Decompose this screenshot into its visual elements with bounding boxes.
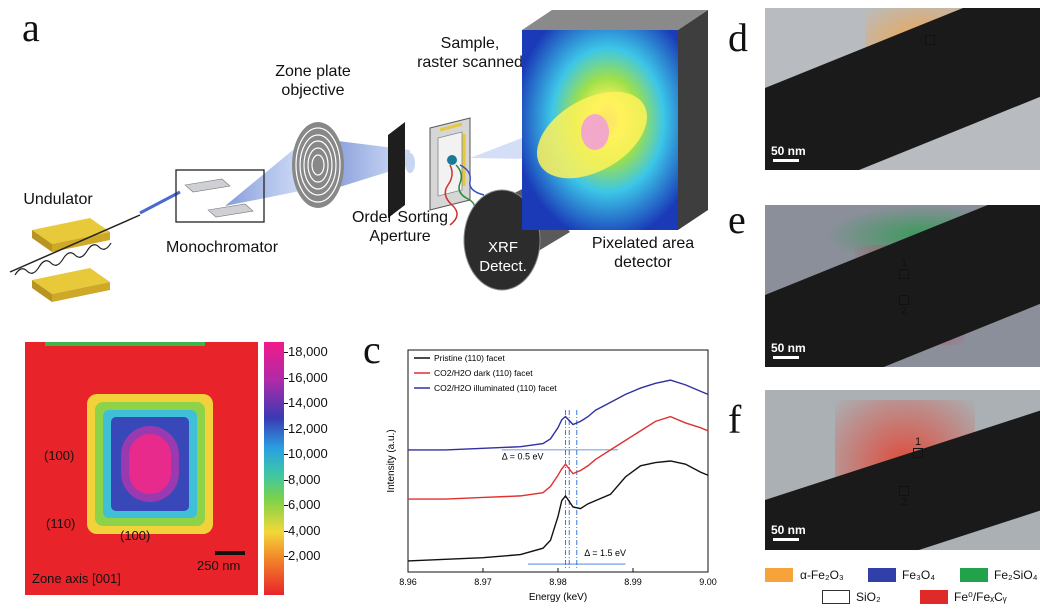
map-e-roi-box-1 [899,269,909,279]
map-e-roi-label-2: 2 [901,305,908,317]
colorbar-tick-mark [284,428,288,430]
area-detector [522,10,708,230]
x-tick-label: 8.99 [624,577,642,587]
xrf-label: XRF Detect. [468,238,538,276]
x-tick-label: 8.97 [474,577,492,587]
osa-line1: Order Sorting [351,209,449,226]
sample-label: Sample, raster scanned [405,34,535,72]
map-f-roi-box-2 [899,486,909,496]
x-tick-label: 8.96 [399,577,417,587]
colorbar-tick-mark [284,403,288,404]
annotation-delta-1-5: Δ = 1.5 eV [584,548,626,558]
map-e-roi-label-1: 1 [901,257,908,269]
b-scalebar-label: 250 nm [197,558,241,573]
panel-label-f: f [728,397,742,442]
series-line-0 [407,460,709,562]
colorbar-tick-mark [284,479,288,481]
area-detector-label: Pixelated area detector [578,234,708,272]
legend-label-0: Pristine (110) facet [434,353,505,363]
colorbar-tick-label: 8,000 [288,471,321,487]
map-f-roi-label-2: 2 [901,496,908,508]
colorbar-tick-label: 6,000 [288,497,321,512]
legend-swatch-fayalite [960,568,988,582]
map-e: 1 2 50 nm [765,205,1040,367]
map-f-scalebar-label: 50 nm [771,523,806,537]
colorbar [264,342,284,595]
colorbar-tick-label: 14,000 [288,395,328,410]
facet-label-left: (100) [44,448,75,463]
area-detector-line2: detector [614,254,672,271]
legend-swatch-iron [920,590,948,604]
facet-label-bottom-left: (110) [46,516,76,531]
annotation-delta-0-5: Δ = 0.5 eV [502,451,544,461]
xanes-chart: 8.96 8.97 8.98 8.99 9.00 Energy (keV) Intensit… [386,349,717,603]
panel-label-e: e [728,197,746,242]
map-d-roi-box [925,35,935,45]
strain-map [25,342,258,595]
legend-label-magnetite: Fe₃O₄ [902,568,936,582]
osa-line2: Aperture [369,228,431,245]
series-line-2 [408,379,709,451]
colorbar-tick-mark [284,352,288,353]
map-e-scalebar [773,356,799,359]
zone-plate-label: Zone plate objective [258,62,368,100]
legend-label-fayalite: Fe₂SiO₄ [994,568,1038,582]
facet-label-bottom: (100) [120,528,151,543]
legend-swatch-magnetite [868,568,896,582]
map-f-scalebar [773,538,799,541]
beamline-schematic [9,10,708,302]
map-f: 1 2 50 nm [765,390,1040,550]
x-tick-label: 9.00 [699,577,717,587]
colorbar-tick-mark [284,377,288,379]
xrf-line1: XRF [488,239,518,256]
legend-label-2: CO2/H2O illuminated (110) facet [434,383,557,393]
colorbar-tick-label: 16,000 [288,369,328,385]
legend-label-1: CO2/H2O dark (110) facet [434,368,533,378]
map-d-scalebar-label: 50 nm [771,144,806,158]
legend-swatch-silica [822,590,850,604]
map-e-roi-box-2 [899,295,909,305]
sample-line2: raster scanned [417,54,523,71]
xrf-line2: Detect. [479,258,527,275]
colorbar-tick-mark [284,556,288,557]
panel-label-c: c [363,327,381,372]
area-detector-line1: Pixelated area [591,235,695,252]
undulator-label: Undulator [23,191,93,208]
panel-label-d: d [728,15,748,60]
map-f-roi-box-1 [913,448,923,458]
series-line-1 [408,415,709,500]
colorbar-tick-label: 18,000 [288,344,328,359]
map-e-scalebar-label: 50 nm [771,341,806,355]
colorbar-tick-mark [284,530,288,532]
colorbar-tick-mark [284,505,288,506]
colorbar-tick-label: 10,000 [288,446,328,461]
osa-label: Order Sorting Aperture [340,208,460,246]
sample-line1: Sample, [440,35,500,52]
colorbar-tick-mark [284,454,288,455]
legend-label-iron: Fe⁰/FeₓCᵧ [954,590,1007,604]
x-tick-label: 8.98 [549,577,567,587]
legend-swatch-hematite [765,568,793,582]
y-axis-label: Intensity (a.u.) [386,429,397,492]
colorbar-tick-label: 12,000 [288,420,328,436]
colorbar-tick-label: 4,000 [288,522,321,538]
zone-plate [292,122,344,208]
colorbar-tick-label: 2,000 [288,548,321,563]
legend-label-silica: SiO₂ [856,590,881,604]
monochromator-label: Monochromator [165,239,279,256]
map-d-scalebar [773,159,799,162]
x-axis-label: Energy (keV) [529,592,587,603]
map-f-roi-label-1: 1 [915,436,922,448]
panel-label-a: a [22,5,40,50]
zone-plate-line1: Zone plate [275,63,351,80]
zone-axis-label: Zone axis [001] [32,571,121,586]
legend-label-hematite: α-Fe₂O₃ [800,568,844,582]
undulator-magnets [9,214,141,302]
map-d: 50 nm [765,8,1040,170]
zone-plate-line2: objective [281,82,345,99]
